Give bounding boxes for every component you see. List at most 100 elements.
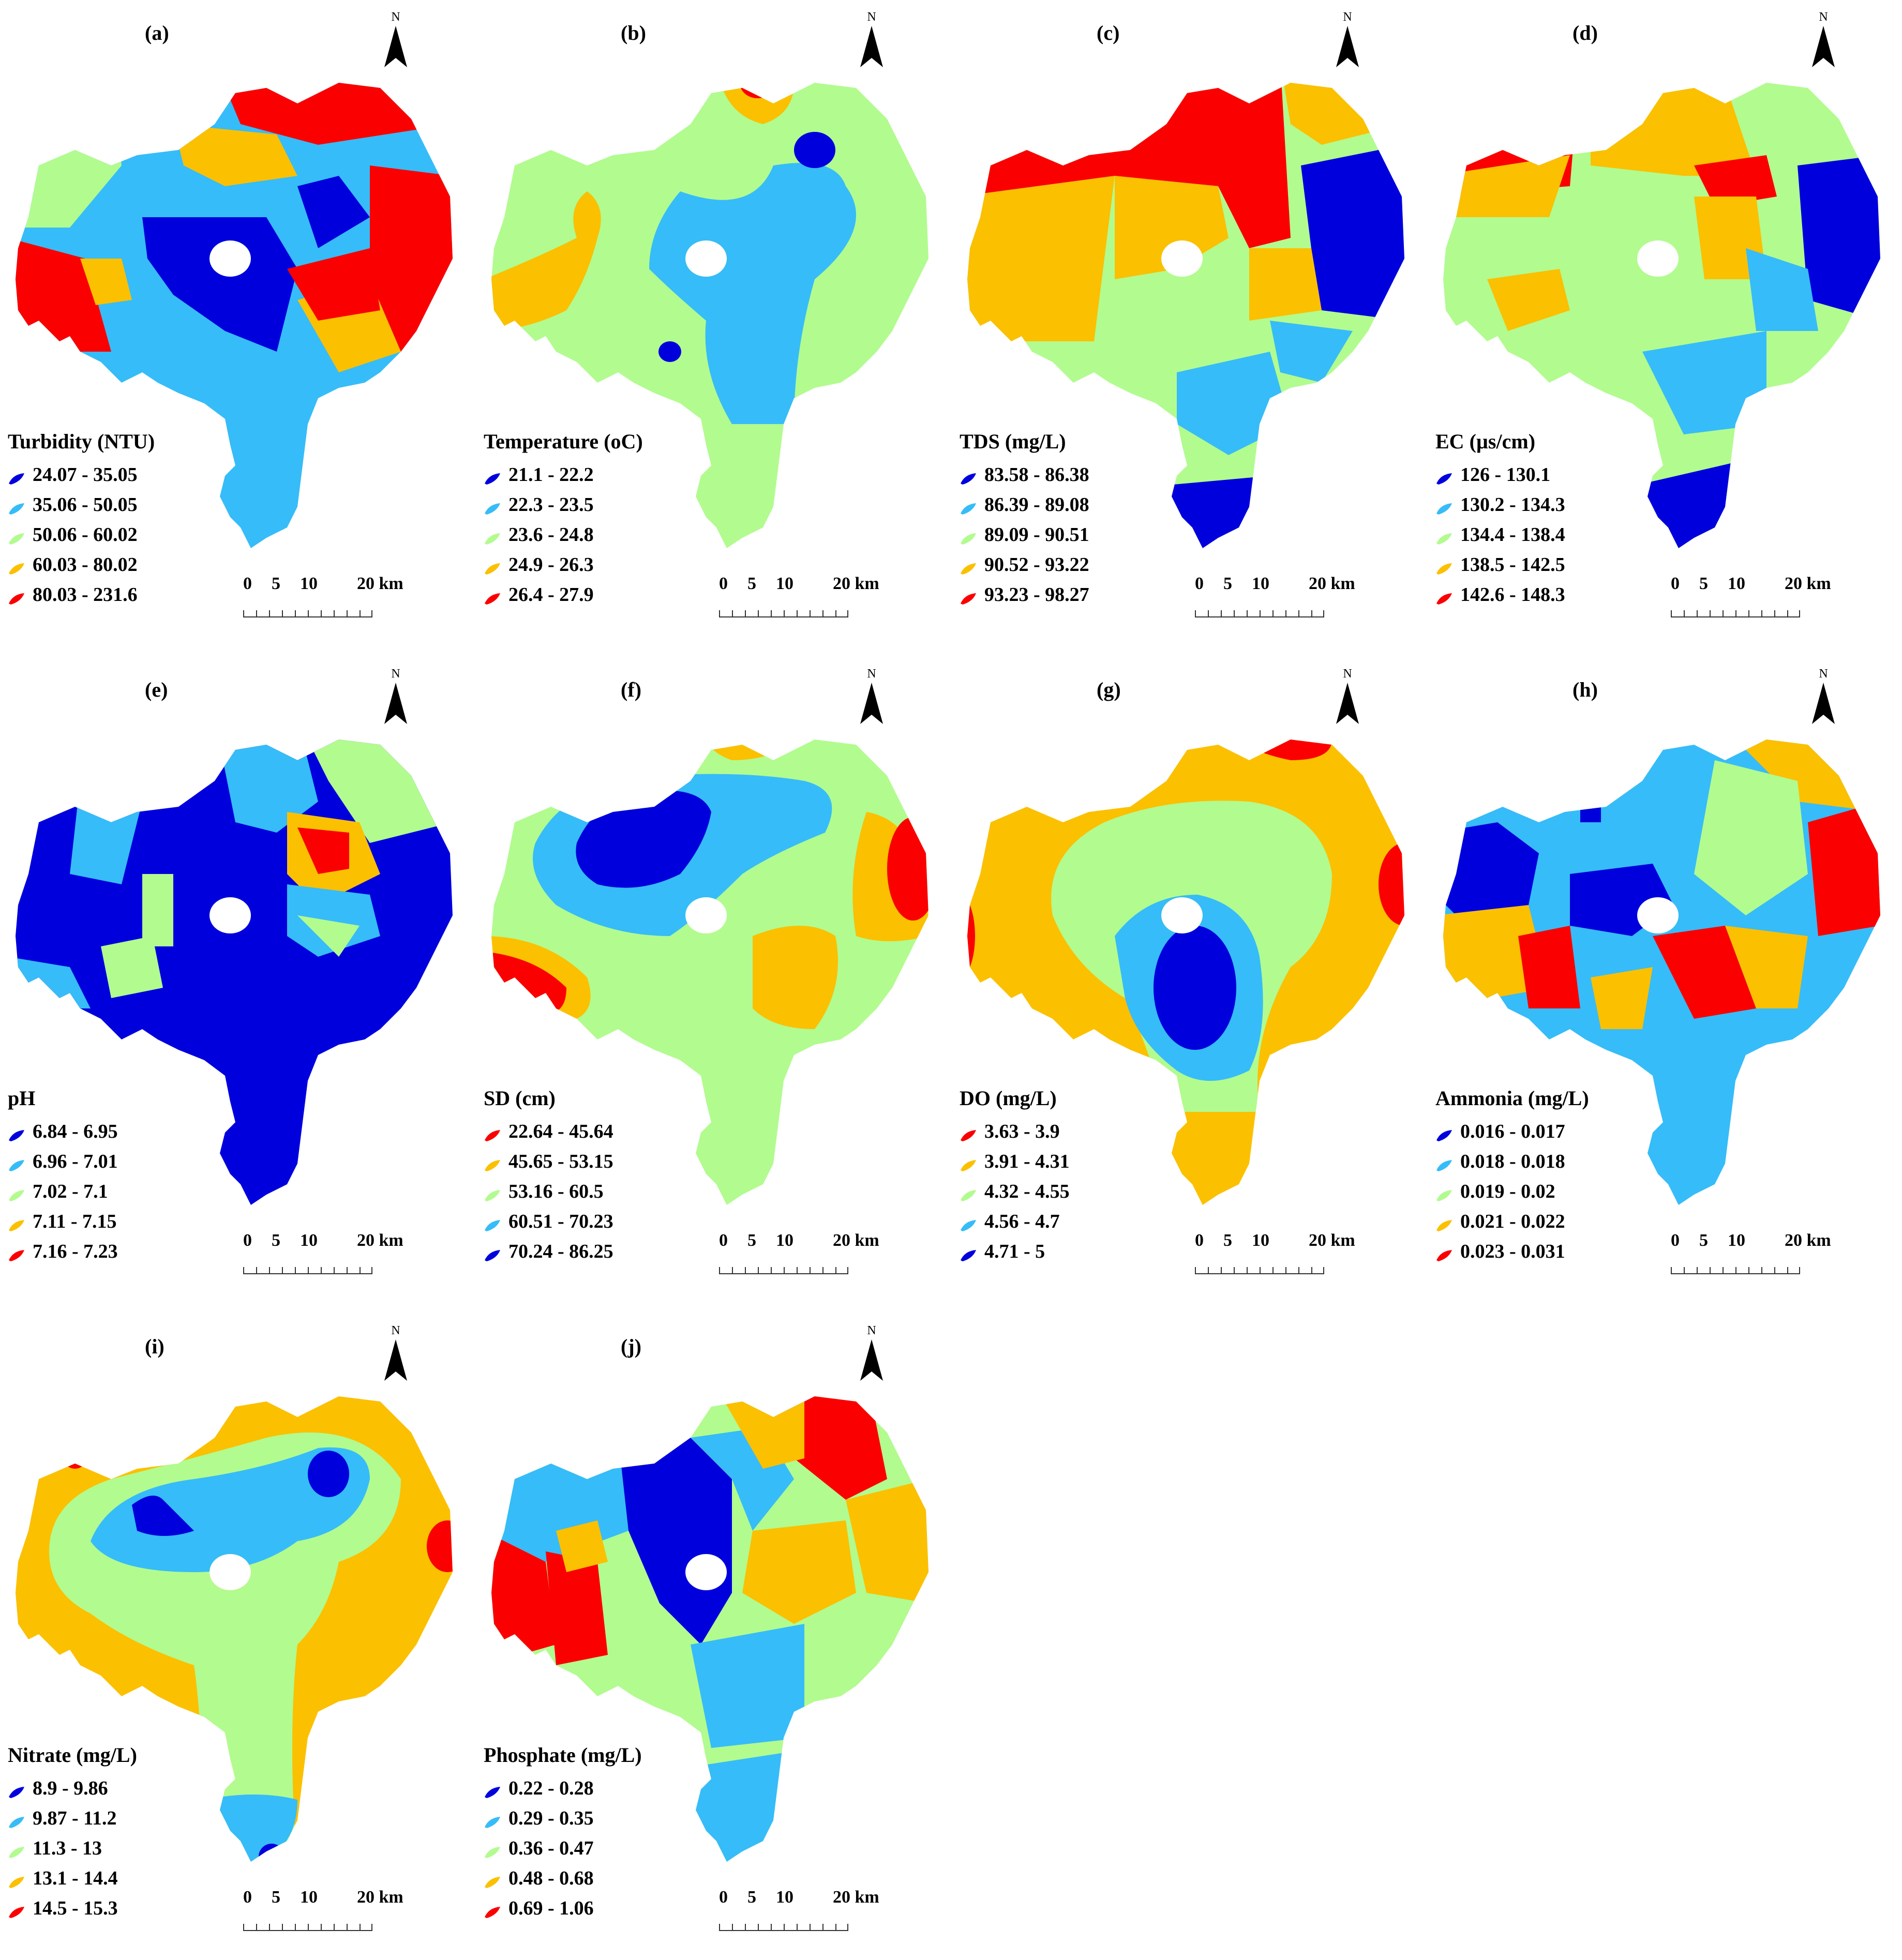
legend-symbol <box>484 468 501 485</box>
legend-item: 0.36 - 0.47 <box>484 1833 642 1863</box>
panel-label: (f) <box>621 678 641 701</box>
legend-symbol <box>484 1215 501 1231</box>
lake-map <box>491 83 928 548</box>
legend-item: 0.023 - 0.031 <box>1435 1237 1589 1267</box>
panel-label: (a) <box>145 21 169 44</box>
scale-bar: 0 5 10 20 km <box>243 574 403 617</box>
lake-map <box>1443 83 1880 548</box>
legend-item: 22.3 - 23.5 <box>484 490 643 520</box>
legend-title: SD (cm) <box>484 1087 556 1110</box>
legend-symbol <box>484 588 501 605</box>
legend-title: DO (mg/L) <box>960 1087 1057 1110</box>
legend-symbol <box>960 558 977 575</box>
panel-label: (g) <box>1097 678 1121 701</box>
legend-title: Temperature (oC) <box>484 430 643 453</box>
legend-item: 0.48 - 0.68 <box>484 1863 642 1893</box>
legend-symbol <box>960 588 977 605</box>
scale-bar: 0 5 10 20 km <box>719 574 879 617</box>
north-label: N <box>1343 10 1352 24</box>
lake-map <box>491 740 928 1205</box>
legend-symbol <box>8 498 25 515</box>
north-label: N <box>391 667 400 681</box>
legend-symbol <box>484 498 501 515</box>
legend-symbol <box>8 1782 25 1798</box>
legend-item: 21.1 - 22.2 <box>484 460 643 490</box>
legend-item: 89.09 - 90.51 <box>960 520 1089 550</box>
legend-symbol <box>8 1872 25 1888</box>
legend-item: 8.9 - 9.86 <box>8 1773 137 1803</box>
map-panel-j: (j) N Phosphate (mg/L) 0.22 - 0.28 0.29 … <box>476 1314 952 1960</box>
legend: Turbidity (NTU) 24.07 - 35.05 35.06 - 50… <box>8 429 155 610</box>
legend-symbol <box>484 1872 501 1888</box>
legend-item: 45.65 - 53.15 <box>484 1147 613 1177</box>
north-arrow-icon: N <box>856 667 887 729</box>
legend-symbol <box>1435 1185 1453 1201</box>
legend-item: 0.018 - 0.018 <box>1435 1147 1589 1177</box>
legend-title: EC (µs/cm) <box>1435 430 1536 453</box>
north-arrow-icon: N <box>380 10 411 72</box>
legend-symbol <box>960 498 977 515</box>
north-label: N <box>1819 667 1828 681</box>
legend: Temperature (oC) 21.1 - 22.2 22.3 - 23.5… <box>484 429 643 610</box>
map-panel-h: (h) N Ammonia (mg/L) 0.016 - 0.017 0.018… <box>1428 657 1902 1303</box>
map-panel-c: (c) N TDS (mg/L) 83.58 - 86.38 86.39 - 8… <box>952 0 1428 646</box>
legend-item: 14.5 - 15.3 <box>8 1893 137 1923</box>
legend-item: 35.06 - 50.05 <box>8 490 155 520</box>
map-panel-f: (f) N SD (cm) 22.64 - 45.64 45.65 - 53.1… <box>476 657 952 1303</box>
legend-symbol <box>484 558 501 575</box>
legend-item: 13.1 - 14.4 <box>8 1863 137 1893</box>
legend-symbol <box>1435 468 1453 485</box>
legend-symbol <box>484 1812 501 1828</box>
legend-symbol <box>1435 558 1453 575</box>
legend: Phosphate (mg/L) 0.22 - 0.28 0.29 - 0.35… <box>484 1743 642 1923</box>
legend-item: 0.29 - 0.35 <box>484 1803 642 1833</box>
legend-symbol <box>484 528 501 545</box>
north-arrow-icon: N <box>1808 10 1839 72</box>
legend-item: 80.03 - 231.6 <box>8 580 155 610</box>
map-panel-e: (e) N pH 6.84 - 6.95 6.96 - 7.01 7.02 - … <box>0 657 476 1303</box>
legend-item: 83.58 - 86.38 <box>960 460 1089 490</box>
legend-item: 86.39 - 89.08 <box>960 490 1089 520</box>
north-label: N <box>1819 10 1828 24</box>
legend-item: 90.52 - 93.22 <box>960 550 1089 580</box>
scale-bar: 0 5 10 20 km <box>1671 1231 1831 1274</box>
lake-map <box>967 83 1404 548</box>
legend-title: Ammonia (mg/L) <box>1435 1087 1589 1110</box>
legend-item: 60.03 - 80.02 <box>8 550 155 580</box>
scale-bar: 0 5 10 20 km <box>719 1888 879 1931</box>
legend: SD (cm) 22.64 - 45.64 45.65 - 53.15 53.1… <box>484 1086 613 1267</box>
map-panel-g: (g) N DO (mg/L) 3.63 - 3.9 3.91 - 4.31 4… <box>952 657 1428 1303</box>
legend-item: 26.4 - 27.9 <box>484 580 643 610</box>
legend-item: 7.16 - 7.23 <box>8 1237 118 1267</box>
legend: EC (µs/cm) 126 - 130.1 130.2 - 134.3 134… <box>1435 429 1565 610</box>
legend-symbol <box>8 1185 25 1201</box>
scale-bar: 0 5 10 20 km <box>243 1231 403 1274</box>
legend-item: 60.51 - 70.23 <box>484 1207 613 1237</box>
north-arrow-icon: N <box>380 1324 411 1386</box>
legend: pH 6.84 - 6.95 6.96 - 7.01 7.02 - 7.1 7.… <box>8 1086 118 1267</box>
legend-symbol <box>8 1155 25 1171</box>
legend-item: 24.07 - 35.05 <box>8 460 155 490</box>
legend-symbol <box>484 1125 501 1141</box>
legend-item: 7.11 - 7.15 <box>8 1207 118 1237</box>
legend-item: 70.24 - 86.25 <box>484 1237 613 1267</box>
legend-item: 0.019 - 0.02 <box>1435 1177 1589 1207</box>
north-label: N <box>1343 667 1352 681</box>
legend-title: Phosphate (mg/L) <box>484 1743 642 1767</box>
map-panel-a: (a) N Turbidity (NTU) 24.07 - 35.05 35.0… <box>0 0 476 646</box>
panel-label: (d) <box>1572 21 1598 44</box>
map-panel-b: (b) N Temperature (oC) 21.1 - 22.2 22.3 … <box>476 0 952 646</box>
legend: Nitrate (mg/L) 8.9 - 9.86 9.87 - 11.2 11… <box>8 1743 137 1923</box>
legend-symbol <box>8 1125 25 1141</box>
map-panel-d: (d) N EC (µs/cm) 126 - 130.1 130.2 - 134… <box>1428 0 1902 646</box>
legend-symbol <box>960 1185 977 1201</box>
scale-bar: 0 5 10 20 km <box>719 1231 879 1274</box>
legend-symbol <box>960 528 977 545</box>
legend: DO (mg/L) 3.63 - 3.9 3.91 - 4.31 4.32 - … <box>960 1086 1070 1267</box>
lake-map <box>16 83 453 548</box>
panel-label: (j) <box>621 1335 641 1358</box>
legend-symbol <box>8 1842 25 1858</box>
legend-symbol <box>484 1185 501 1201</box>
lake-map <box>16 1396 453 1862</box>
panel-label: (e) <box>145 678 168 701</box>
